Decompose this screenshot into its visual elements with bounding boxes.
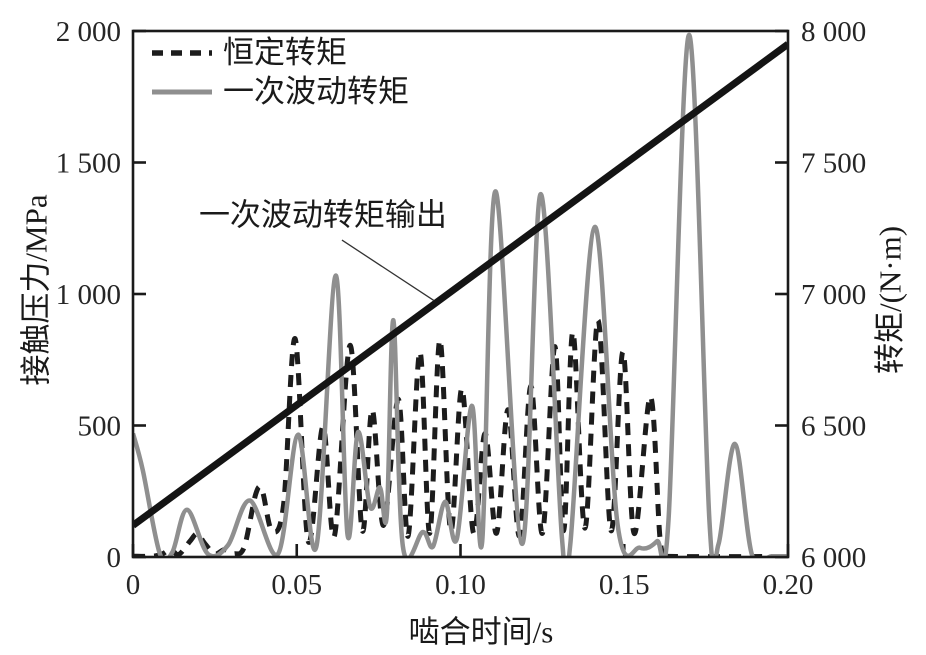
annotation-leader [341,239,435,302]
x-tick-label: 0.15 [599,569,650,601]
x-tick-label: 0.05 [271,569,322,601]
series-curve-2 [133,41,788,529]
y-left-tick-label: 2 000 [56,16,121,48]
y-axis-label-left: 接触压力/MPa [18,194,54,386]
x-axis-label: 啮合时间/s [408,614,554,650]
legend-label-fluctuating-torque: 一次波动转矩 [223,74,409,109]
tick-labels: 0 0.05 0.10 0.15 0.20 0 500 1 000 1 500 2 000 6 00… [56,16,867,601]
annotation-leader-line [341,239,435,302]
x-tick-label: 0 [126,569,141,601]
x-tick-label: 0.20 [763,569,814,601]
legend-label-constant-torque: 恒定转矩 [223,35,347,70]
y-left-tick-label: 1 000 [56,279,121,311]
y-left-tick-label: 0 [107,542,122,574]
y-axis-label-right: 转矩/(N·m) [872,225,908,375]
y-right-tick-label: 6 500 [801,411,866,443]
curves [133,32,788,557]
x-tick-label: 0.10 [435,569,486,601]
legend-item-fluctuating-torque: 一次波动转矩 [150,75,409,109]
annotation-fluctuating-torque-output: 一次波动转矩输出 [198,197,447,233]
y-right-tick-label: 7 000 [801,279,866,311]
series-curve-1 [133,32,788,557]
y-left-tick-label: 500 [78,411,122,443]
plot-frame [131,29,790,559]
dashed-line-swatch-icon [152,50,212,56]
tick-marks [131,29,790,559]
y-right-tick-label: 8 000 [801,16,866,48]
y-left-tick-label: 1 500 [56,148,121,180]
y-right-tick-label: 6 000 [801,542,866,574]
solid-line-swatch-icon [152,89,212,95]
legend-item-constant-torque: 恒定转矩 [150,36,347,70]
y-right-tick-label: 7 500 [801,148,866,180]
series-curve-0 [133,317,788,557]
